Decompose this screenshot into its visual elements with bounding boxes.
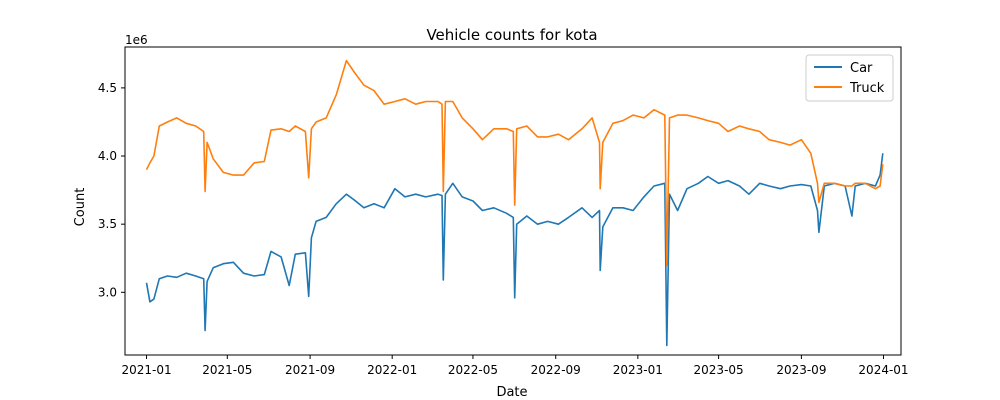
x-tick-label: 2022-05 <box>448 363 498 377</box>
x-axis-label: Date <box>496 385 527 400</box>
legend-label-car: Car <box>850 61 873 76</box>
legend: Car Truck <box>805 54 894 102</box>
chart-title: Vehicle counts for kota <box>426 26 597 44</box>
x-tick-label: 2023-01 <box>613 363 663 377</box>
y-axis-ticks: 3.0 3.5 4.0 4.5 <box>98 81 125 299</box>
y-tick-label: 4.5 <box>98 81 117 95</box>
series-line-car <box>145 153 884 347</box>
y-tick-label: 4.0 <box>98 149 117 163</box>
x-axis-ticks: 2021-01 2021-05 2021-09 2022-01 2022-05 2022-… <box>121 355 909 377</box>
x-tick-label: 2022-01 <box>367 363 417 377</box>
y-tick-label: 3.5 <box>98 217 117 231</box>
x-tick-label: 2023-09 <box>776 363 826 377</box>
x-tick-label: 2022-09 <box>531 363 581 377</box>
y-axis-label: Count <box>73 188 88 227</box>
x-tick-label: 2024-01 <box>858 363 908 377</box>
x-tick-label: 2021-09 <box>285 363 335 377</box>
y-tick-label: 3.0 <box>98 285 117 299</box>
x-tick-label: 2023-05 <box>694 363 744 377</box>
y-offset-label: 1e6 <box>125 33 148 47</box>
plot-frame <box>124 46 902 356</box>
legend-label-truck: Truck <box>849 81 885 96</box>
series-line-truck <box>145 59 884 266</box>
x-tick-label: 2021-05 <box>202 363 252 377</box>
series-layer <box>145 59 884 347</box>
x-tick-label: 2021-01 <box>121 363 171 377</box>
